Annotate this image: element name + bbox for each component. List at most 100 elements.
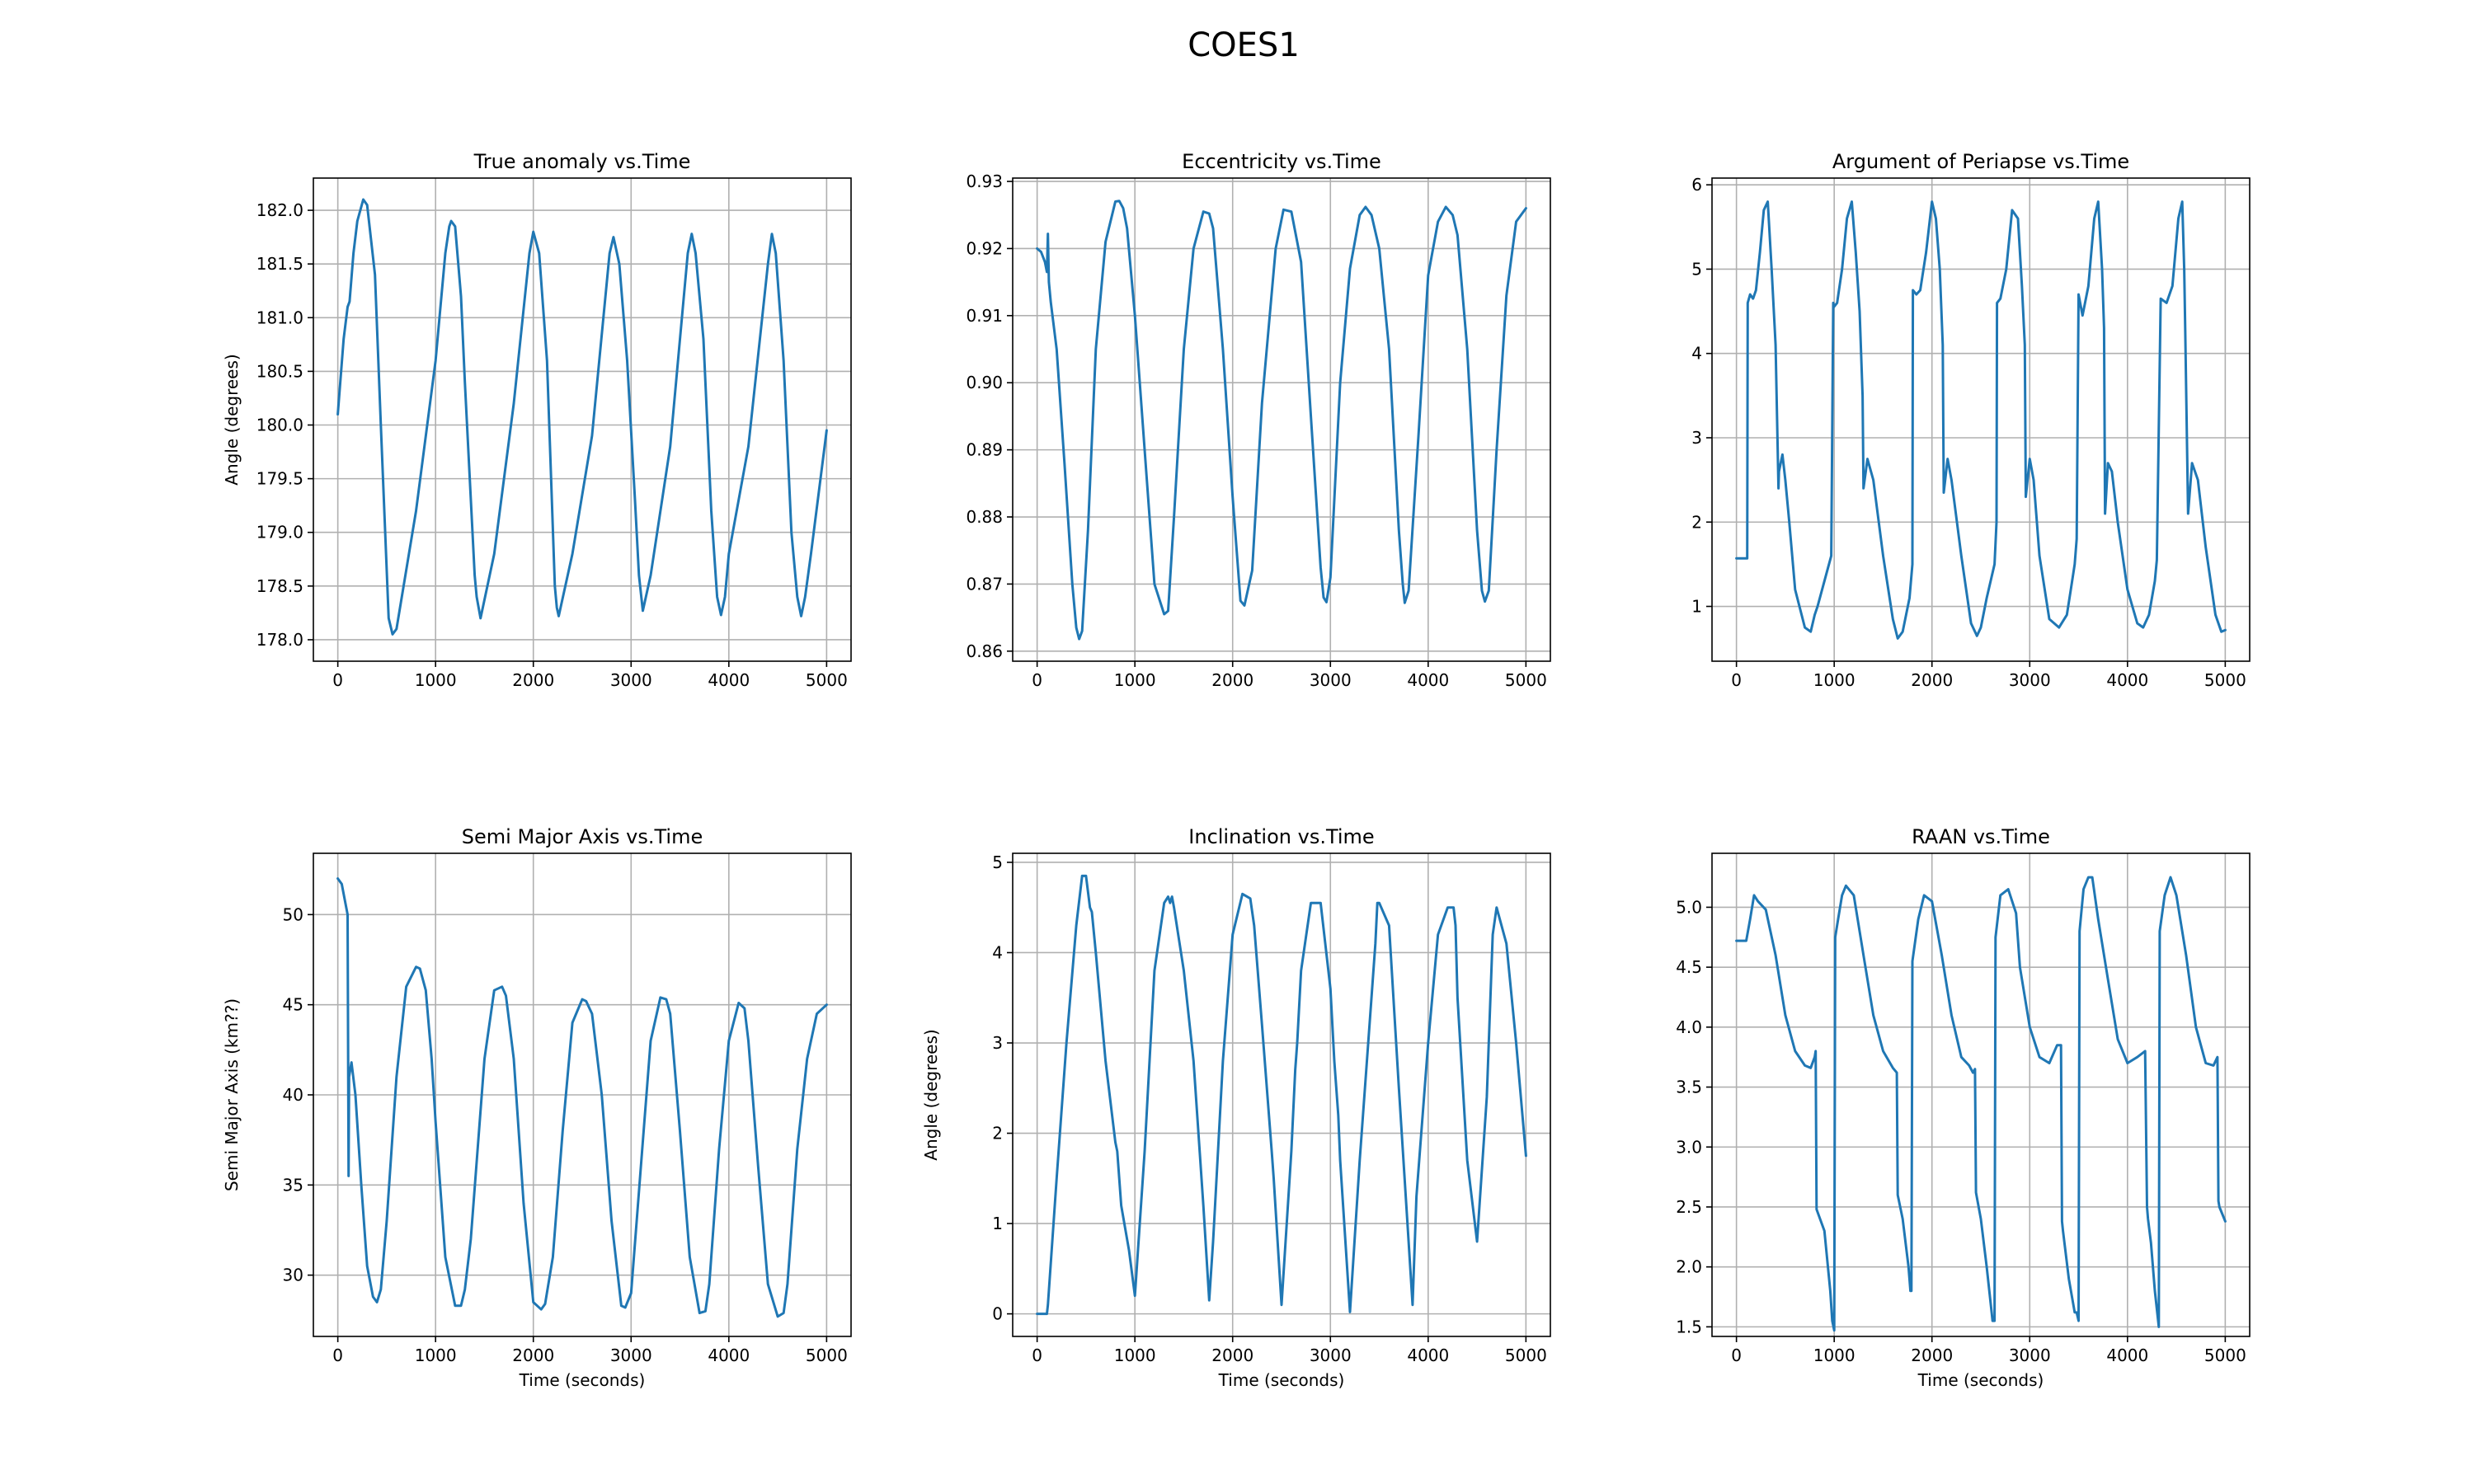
x-tick-label: 0 <box>332 1345 343 1365</box>
y-tick-label: 179.0 <box>256 523 303 542</box>
y-tick-label: 1 <box>1691 597 1702 617</box>
y-tick-label: 182.0 <box>256 200 303 220</box>
series-line <box>1036 874 1527 1316</box>
x-tick-label: 5000 <box>2204 670 2246 690</box>
y-tick-label: 0.89 <box>966 440 1003 460</box>
axes-frame <box>313 177 852 662</box>
y-tick-label: 178.0 <box>256 630 303 650</box>
y-tick-label: 4.0 <box>1676 1017 1702 1037</box>
x-tick-label: 4000 <box>1407 1345 1449 1365</box>
x-tick-label: 3000 <box>2009 1345 2051 1365</box>
x-tick-label: 4000 <box>708 1345 750 1365</box>
x-tick-label: 0 <box>1032 1345 1042 1365</box>
y-tick-label: 0.91 <box>966 306 1003 326</box>
y-tick-label: 0.92 <box>966 238 1003 258</box>
y-tick-label: 6 <box>1691 175 1702 195</box>
y-tick-label: 4 <box>992 942 1003 962</box>
x-tick-label: 5000 <box>1505 1345 1547 1365</box>
x-tick-label: 3000 <box>1310 1345 1352 1365</box>
y-tick-label: 3 <box>992 1033 1003 1053</box>
subplot-title: Inclination vs.Time <box>1188 825 1374 848</box>
y-tick-label: 0.86 <box>966 641 1003 661</box>
x-tick-label: 4000 <box>2106 1345 2148 1365</box>
y-tick-label: 35 <box>283 1175 303 1195</box>
x-tick-label: 5000 <box>1505 670 1547 690</box>
subplot-title: Semi Major Axis vs.Time <box>462 825 703 848</box>
x-tick-label: 1000 <box>1813 670 1856 690</box>
y-tick-label: 0.93 <box>966 171 1003 191</box>
x-tick-label: 0 <box>1032 670 1042 690</box>
y-tick-label: 5 <box>1691 259 1702 279</box>
y-axis-label: Angle (degrees) <box>222 354 242 485</box>
y-tick-label: 4.5 <box>1676 957 1702 977</box>
x-tick-label: 1000 <box>415 670 457 690</box>
y-tick-label: 2.5 <box>1676 1197 1702 1217</box>
y-tick-label: 178.5 <box>256 576 303 596</box>
x-tick-label: 4000 <box>1407 670 1449 690</box>
y-tick-label: 45 <box>283 995 303 1015</box>
axes-frame <box>1012 852 1551 1337</box>
axes-frame <box>1711 177 2251 662</box>
subplot-5: 0 1000 2000 3000 4000 5000 0 1 2 3 4 5 Inclination v… <box>921 825 1551 1390</box>
x-tick-label: 2000 <box>1211 670 1253 690</box>
y-tick-label: 2 <box>992 1124 1003 1144</box>
x-tick-label: 2000 <box>1911 1345 1953 1365</box>
x-tick-label: 2000 <box>1211 1345 1253 1365</box>
y-axis-label: Semi Major Axis (km??) <box>222 998 242 1191</box>
x-tick-label: 3000 <box>610 1345 652 1365</box>
y-tick-label: 30 <box>283 1266 303 1285</box>
x-axis-label: Time (seconds) <box>519 1370 646 1390</box>
y-tick-label: 4 <box>1691 344 1702 364</box>
y-tick-label: 180.5 <box>256 361 303 381</box>
x-tick-label: 3000 <box>1310 670 1352 690</box>
x-tick-label: 5000 <box>806 1345 848 1365</box>
y-tick-label: 1 <box>992 1214 1003 1233</box>
figure-title: COES1 <box>1188 26 1300 64</box>
y-tick-label: 0.90 <box>966 373 1003 392</box>
subplot-title: Eccentricity vs.Time <box>1182 150 1381 173</box>
subplot-3: 0 1000 2000 3000 4000 5000 1 2 3 4 5 6 Argument of P… <box>1691 150 2251 690</box>
y-tick-label: 3.5 <box>1676 1078 1702 1097</box>
x-axis-label: Time (seconds) <box>1917 1370 2044 1390</box>
x-tick-label: 4000 <box>2106 670 2148 690</box>
x-tick-label: 0 <box>1731 670 1742 690</box>
x-tick-label: 3000 <box>610 670 652 690</box>
series-line <box>1036 200 1527 641</box>
y-tick-label: 181.0 <box>256 308 303 327</box>
x-tick-label: 4000 <box>708 670 750 690</box>
axes-frame <box>1711 852 2251 1337</box>
y-tick-label: 181.5 <box>256 254 303 274</box>
y-tick-label: 40 <box>283 1085 303 1105</box>
x-tick-label: 0 <box>1731 1345 1742 1365</box>
x-tick-label: 1000 <box>1114 1345 1156 1365</box>
series-line <box>1735 876 2227 1332</box>
y-tick-label: 3.0 <box>1676 1137 1702 1157</box>
y-axis-label: Angle (degrees) <box>921 1029 941 1160</box>
x-tick-label: 1000 <box>1813 1345 1856 1365</box>
x-axis-label: Time (seconds) <box>1218 1370 1345 1390</box>
subplot-title: RAAN vs.Time <box>1912 825 2050 848</box>
y-tick-label: 2 <box>1691 512 1702 532</box>
subplot-4: 0 1000 2000 3000 4000 5000 30 35 40 45 50 Semi Majo… <box>222 825 852 1390</box>
x-tick-label: 5000 <box>2204 1345 2246 1365</box>
y-tick-label: 50 <box>283 904 303 924</box>
subplot-title: True anomaly vs.Time <box>473 150 691 173</box>
y-tick-label: 5 <box>992 852 1003 872</box>
x-tick-label: 0 <box>332 670 343 690</box>
y-tick-label: 180.0 <box>256 416 303 435</box>
y-tick-label: 0.87 <box>966 574 1003 594</box>
y-tick-label: 3 <box>1691 428 1702 448</box>
x-tick-label: 2000 <box>512 1345 554 1365</box>
subplot-grid: 0 1000 2000 3000 4000 5000178.0178.5179.0179.… <box>222 150 2251 1390</box>
y-tick-label: 179.5 <box>256 469 303 489</box>
series-line <box>336 198 828 636</box>
x-tick-label: 2000 <box>1911 670 1953 690</box>
y-tick-label: 2.0 <box>1676 1257 1702 1277</box>
axes-frame <box>1012 177 1551 662</box>
x-tick-label: 2000 <box>512 670 554 690</box>
y-tick-label: 0 <box>992 1304 1003 1324</box>
series-line <box>336 877 828 1318</box>
y-tick-label: 5.0 <box>1676 897 1702 917</box>
series-line <box>1735 200 2227 640</box>
